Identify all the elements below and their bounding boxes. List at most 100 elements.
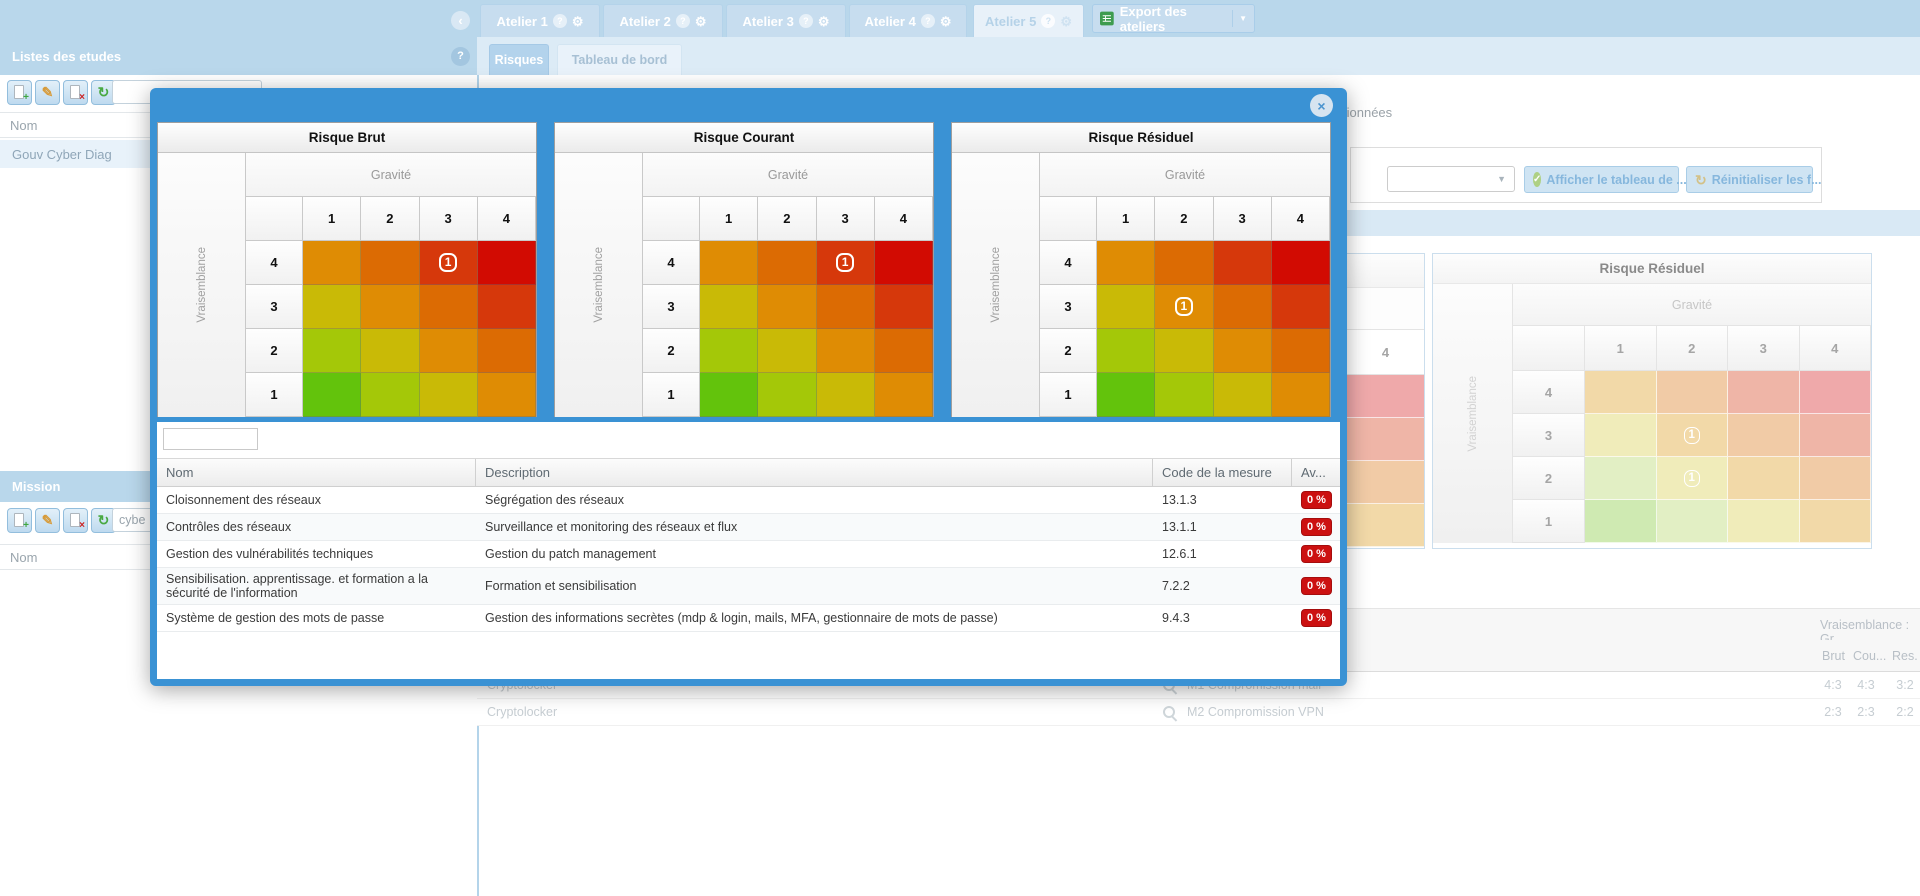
risk-cell-v2-g4 xyxy=(1799,457,1871,500)
measures-filter-input[interactable] xyxy=(163,428,258,450)
risk-cell-v4-g4 xyxy=(1271,241,1330,285)
risk-count-badge: 1 xyxy=(1683,469,1700,487)
gravity-col-header: 3 xyxy=(816,197,875,241)
gear-icon[interactable]: ⚙ xyxy=(939,13,952,29)
column-label: Nom xyxy=(10,117,38,133)
tab-label: Risques xyxy=(494,53,544,67)
tab-atelier-1[interactable]: Atelier 1 ? ⚙ xyxy=(480,4,600,37)
refresh-missions-button[interactable]: ↻ xyxy=(91,508,116,533)
risk-cell-v1-g3 xyxy=(816,373,875,417)
header-avancement[interactable]: Av... xyxy=(1301,465,1326,480)
help-icon[interactable]: ? xyxy=(920,14,935,28)
risk-cell-v4-g3: 1 xyxy=(419,241,478,285)
risk-cell-v2-g3 xyxy=(1728,457,1800,500)
avancement-badge: 0 % xyxy=(1301,577,1332,596)
gravity-col-header: 4 xyxy=(477,197,536,241)
likelihood-row-header: 3 xyxy=(1513,414,1585,457)
help-icon[interactable]: ? xyxy=(552,14,567,28)
risk-cell-v2-g3 xyxy=(1213,329,1272,373)
y-axis-label: Vraisemblance xyxy=(952,153,1040,417)
risk-cell-v4-g4 xyxy=(1799,371,1871,414)
gravity-col-header: 1 xyxy=(700,197,759,241)
risk-cell-v1-g4 xyxy=(874,373,933,417)
risk-cell-v1-g4 xyxy=(1799,500,1871,543)
help-icon[interactable]: ? xyxy=(675,14,690,28)
risk-cell-v3-g2: 1 xyxy=(1155,285,1214,329)
risk-matrix-risque-r-siduel: Risque Résiduel Vraisemblance Gravité 1 2 3 4 4… xyxy=(951,122,1331,417)
help-icon[interactable]: ? xyxy=(451,47,470,66)
likelihood-row-header: 1 xyxy=(643,373,700,417)
value-brut: 2:3 xyxy=(1824,705,1842,719)
matrix-corner-cell xyxy=(1040,197,1097,241)
mission-panel-title: Mission xyxy=(12,479,61,494)
new-mission-button[interactable]: + xyxy=(7,508,32,533)
measure-row[interactable]: Contrôles des réseaux Surveillance et mon… xyxy=(157,514,1340,542)
measures-table: Nom Description Code de la mesure Av... … xyxy=(157,458,1340,633)
measure-description: Formation et sensibilisation xyxy=(485,579,637,594)
cross-icon: × xyxy=(79,520,85,531)
gravity-col-header: 1 xyxy=(1097,197,1156,241)
tab-tableau-de-bord[interactable]: Tableau de bord xyxy=(557,44,682,75)
risk-cell-v4-g3 xyxy=(1213,241,1272,285)
help-icon[interactable]: ? xyxy=(798,14,813,28)
risk-cell-v2-g3 xyxy=(816,329,875,373)
gravity-col-header: 3 xyxy=(1213,197,1272,241)
risk-cell-v1-g3 xyxy=(1728,500,1800,543)
measure-code: 9.4.3 xyxy=(1162,611,1190,626)
measures-table-body: Cloisonnement des réseaux Ségrégation des… xyxy=(157,487,1340,633)
risk-matrices-dialog: × Risque Brut Vraisemblance Gravité 1 2 3 4 4 1 3… xyxy=(150,88,1347,686)
likelihood-row-header: 3 xyxy=(643,285,700,329)
header-code[interactable]: Code de la mesure xyxy=(1153,459,1292,486)
gravity-col-header: 4 xyxy=(874,197,933,241)
risk-cell-v4-g1 xyxy=(1585,371,1657,414)
value-courant: 4:3 xyxy=(1857,678,1875,692)
likelihood-row-header: 2 xyxy=(246,329,303,373)
likelihood-row-header: 4 xyxy=(246,241,303,285)
tab-atelier-3[interactable]: Atelier 3 ? ⚙ xyxy=(726,4,846,37)
measure-name: Système de gestion des mots de passe xyxy=(166,611,385,626)
dialog-content: Risque Brut Vraisemblance Gravité 1 2 3 4 4 1 3 2 1… xyxy=(157,122,1340,679)
tab-atelier-5[interactable]: Atelier 5 ? ⚙ xyxy=(973,4,1084,37)
likelihood-row-header: 4 xyxy=(1040,241,1097,285)
risk-cell-v1-g1 xyxy=(1585,500,1657,543)
header-description[interactable]: Description xyxy=(476,459,1153,486)
help-icon[interactable]: ? xyxy=(1041,14,1056,28)
gravity-col-header: 3 xyxy=(419,197,478,241)
gear-icon[interactable]: ⚙ xyxy=(817,13,830,29)
edit-mission-button[interactable]: ✎ xyxy=(35,508,60,533)
matrix-corner-cell xyxy=(643,197,700,241)
measure-row[interactable]: Système de gestion des mots de passe Gest… xyxy=(157,605,1340,633)
gear-icon[interactable]: ⚙ xyxy=(1060,13,1072,29)
back-icon[interactable]: ‹ xyxy=(451,11,470,30)
tab-risques[interactable]: Risques xyxy=(489,44,549,75)
tab-atelier-4[interactable]: Atelier 4 ? ⚙ xyxy=(849,4,967,37)
tab-label: Atelier 5 xyxy=(985,13,1037,29)
plus-icon: + xyxy=(23,92,29,103)
chevron-down-icon[interactable]: ▼ xyxy=(1239,13,1247,23)
edit-study-button[interactable]: ✎ xyxy=(35,80,60,105)
measure-name: Sensibilisation. apprentissage. et forma… xyxy=(166,572,428,601)
delete-study-button[interactable]: × xyxy=(63,80,88,105)
likelihood-row-header: 3 xyxy=(246,285,303,329)
header-nom[interactable]: Nom xyxy=(157,459,476,486)
gravity-col-header: 2 xyxy=(758,197,817,241)
measure-code: 7.2.2 xyxy=(1162,579,1190,594)
export-ateliers-button[interactable]: Export des ateliers ▼ xyxy=(1092,4,1255,34)
measure-avancement: 0 % xyxy=(1292,541,1340,567)
avancement-badge: 0 % xyxy=(1301,545,1332,564)
gear-icon[interactable]: ⚙ xyxy=(571,13,584,29)
tab-atelier-2[interactable]: Atelier 2 ? ⚙ xyxy=(603,4,723,37)
tab-label: Atelier 4 xyxy=(864,13,916,29)
risk-cell-v4-g3 xyxy=(1728,371,1800,414)
new-study-button[interactable]: + xyxy=(7,80,32,105)
divider xyxy=(1232,10,1234,27)
measure-row[interactable]: Cloisonnement des réseaux Ségrégation des… xyxy=(157,487,1340,515)
measure-row[interactable]: Gestion des vulnérabilités techniques Ges… xyxy=(157,541,1340,569)
gear-icon[interactable]: ⚙ xyxy=(694,13,707,29)
delete-mission-button[interactable]: × xyxy=(63,508,88,533)
measure-code: 13.1.1 xyxy=(1162,520,1197,535)
risk-cell-v2-g2 xyxy=(758,329,817,373)
close-icon[interactable]: × xyxy=(1310,94,1333,117)
measure-row[interactable]: Sensibilisation. apprentissage. et forma… xyxy=(157,568,1340,606)
col-residuel: Res. xyxy=(1892,649,1918,663)
